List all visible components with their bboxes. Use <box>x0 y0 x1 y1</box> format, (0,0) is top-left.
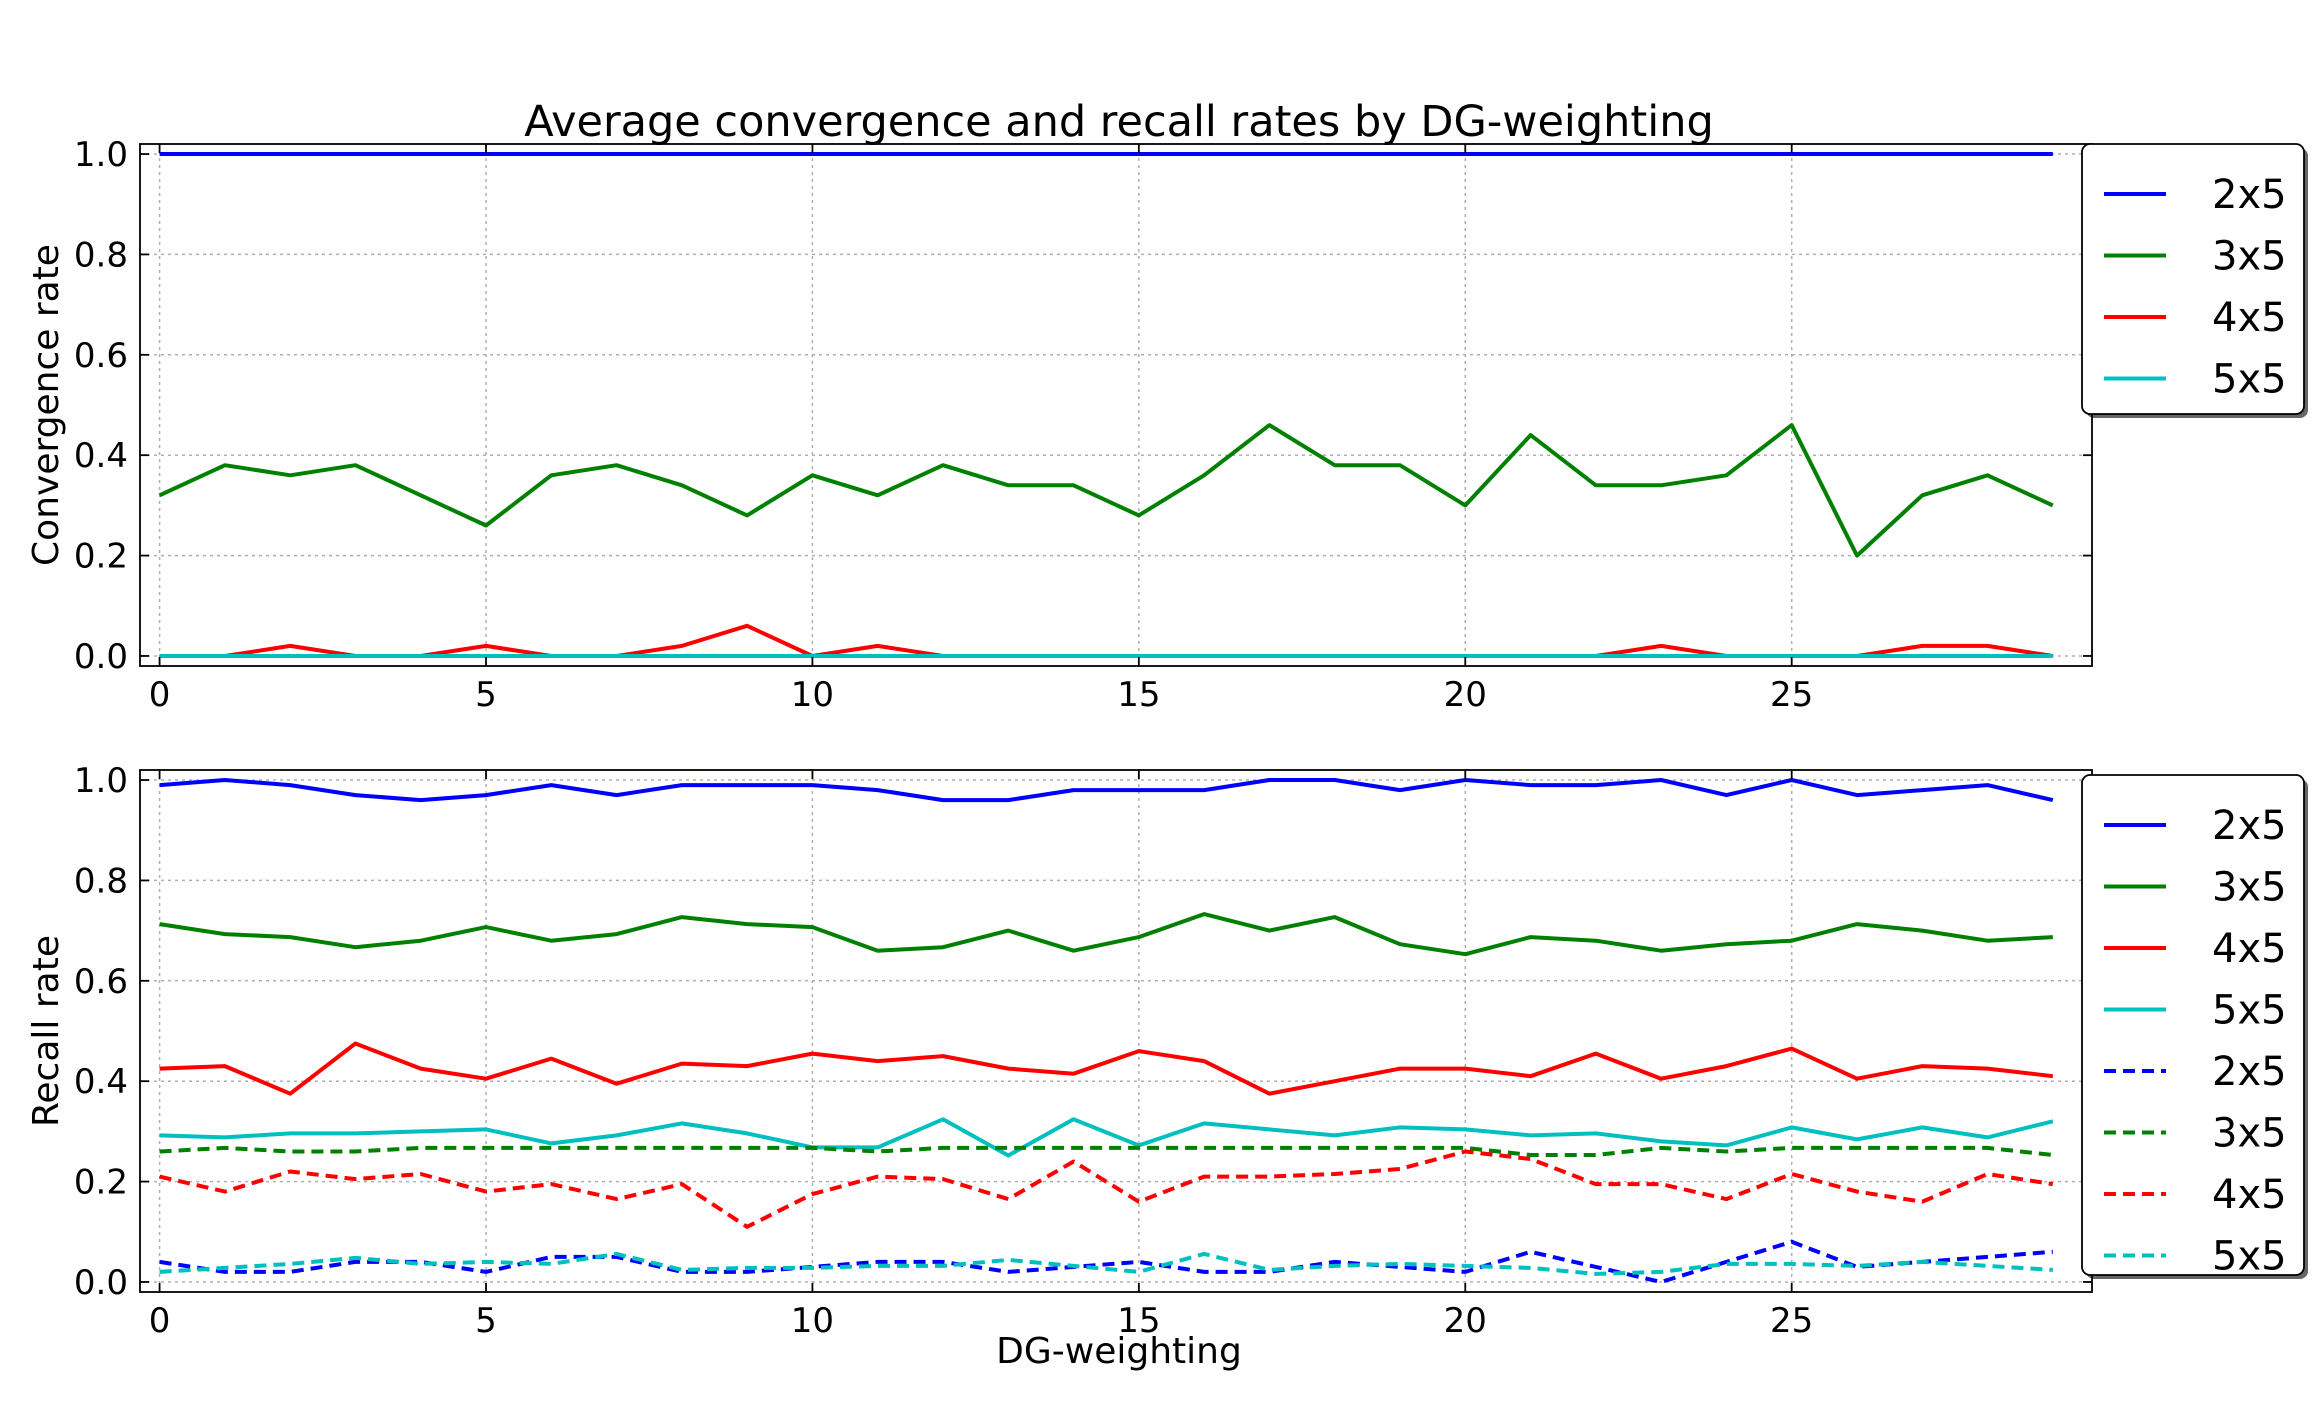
legend-label-2x5: 2x5 <box>2212 1049 2287 1095</box>
series-line-2x5-solid <box>159 778 2054 803</box>
legend-label-5x5: 5x5 <box>2212 988 2287 1034</box>
legend-label-2x5: 2x5 <box>2212 172 2287 218</box>
series-line-5x5-dashed <box>159 1251 2053 1276</box>
legend-label-2x5: 2x5 <box>2212 803 2287 849</box>
legend: 2x5 3x5 4x5 5x5 2x5 3x5 4x5 5x5 <box>2081 774 2308 1280</box>
legend-label-4x5: 4x5 <box>2212 295 2287 341</box>
legend: 2x5 3x5 4x5 5x5 <box>2081 143 2308 418</box>
legend-label-3x5: 3x5 <box>2212 865 2287 911</box>
legend-label-3x5: 3x5 <box>2212 1111 2287 1157</box>
y-tick-label: 0.0 <box>74 637 128 677</box>
legend-box <box>2081 774 2305 1276</box>
y-tick-label: 0.4 <box>74 436 128 476</box>
x-tick-label: 0 <box>149 1301 171 1341</box>
x-axis-label: DG-weighting <box>996 1331 1242 1372</box>
y-tick-label: 0.2 <box>74 1163 128 1203</box>
series-line-5x5-solid <box>159 1117 2054 1158</box>
series-line-3x5-solid <box>159 912 2053 957</box>
x-tick-label: 0 <box>149 675 171 715</box>
series-line-2x5-dashed <box>159 1239 2053 1284</box>
x-tick-label: 20 <box>1444 675 1487 715</box>
x-tick-label: 10 <box>791 675 834 715</box>
y-tick-label: 0.8 <box>74 235 128 275</box>
x-tick-label: 20 <box>1444 1301 1487 1341</box>
series-line-4x5-dashed <box>159 1149 2054 1229</box>
x-tick-label: 5 <box>475 675 497 715</box>
y-axis-label: Recall rate <box>26 935 67 1127</box>
y-tick-label: 0.6 <box>74 336 128 376</box>
series-line-4x5-solid <box>159 1041 2054 1096</box>
chart-title: Average convergence and recall rates by … <box>524 97 1714 147</box>
series-line-3x5-dashed <box>159 1145 2054 1157</box>
x-tick-label: 10 <box>791 1301 834 1341</box>
legend-box <box>2081 143 2305 415</box>
y-tick-label: 0.0 <box>74 1263 128 1303</box>
x-tick-label: 5 <box>475 1301 497 1341</box>
chart-panels: 0 5 10 15 20 25 0.0 0.2 0.4 0.6 0.8 1.0 Convergence … <box>26 135 2308 1341</box>
y-tick-label: 0.6 <box>74 962 128 1002</box>
y-tick-label: 1.0 <box>74 761 128 801</box>
y-tick-label: 1.0 <box>74 135 128 175</box>
legend-label-5x5: 5x5 <box>2212 357 2287 403</box>
chart-panel-1: 0 5 10 15 20 25 0.0 0.2 0.4 0.6 0.8 1.0 Convergence … <box>26 135 2308 715</box>
series-line-3x5-solid <box>158 423 2054 558</box>
y-tick-label: 0.2 <box>74 537 128 577</box>
x-tick-label: 15 <box>1117 675 1160 715</box>
y-tick-label: 0.4 <box>74 1062 128 1102</box>
x-tick-label: 15 <box>1117 1301 1160 1341</box>
x-tick-label: 25 <box>1770 1301 1813 1341</box>
legend-label-3x5: 3x5 <box>2212 234 2287 280</box>
legend-label-4x5: 4x5 <box>2212 926 2287 972</box>
legend-label-5x5: 5x5 <box>2212 1234 2287 1280</box>
chart-panel-2: 0 5 10 15 20 25 0.0 0.2 0.4 0.6 0.8 1.0 Recall rate 2… <box>26 761 2308 1341</box>
y-axis-label: Convergence rate <box>26 244 67 566</box>
legend-label-4x5: 4x5 <box>2212 1172 2287 1218</box>
x-tick-label: 25 <box>1770 675 1813 715</box>
y-tick-label: 0.8 <box>74 861 128 901</box>
